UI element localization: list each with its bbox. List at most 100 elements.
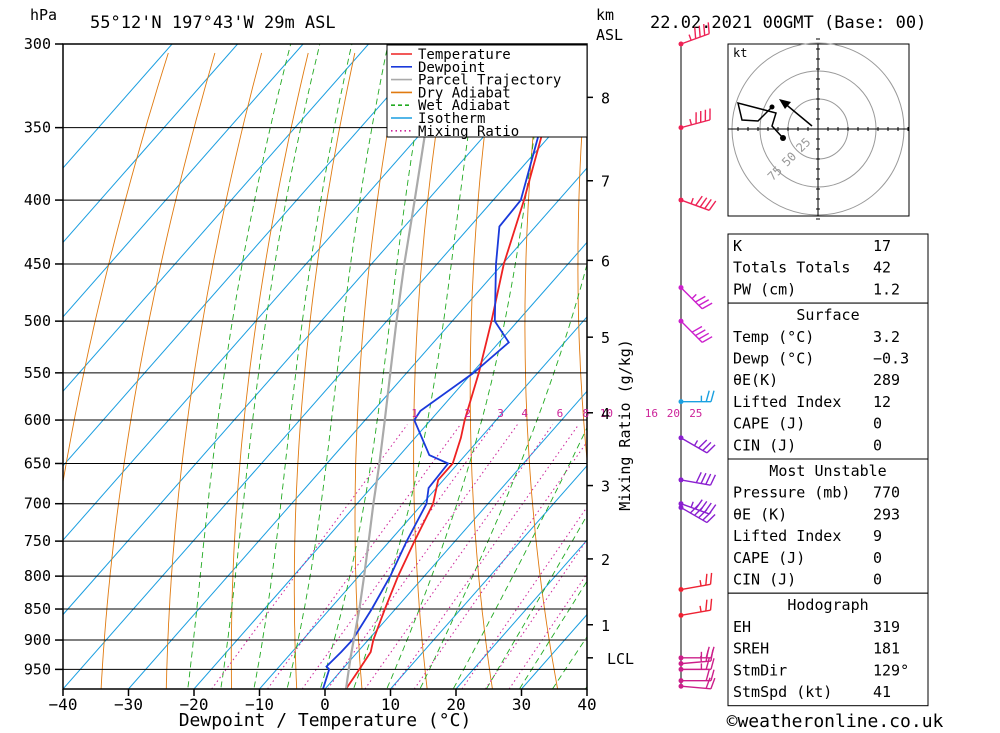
mixing-ratio-label: 3 [497,407,504,420]
index-value: 42 [873,259,891,277]
index-label: Lifted Index [733,527,841,545]
wind-barb-flag [701,336,713,343]
wind-barb-half [690,501,694,508]
dry-adiabat-line [63,52,169,485]
dry-adiabat-line [413,52,449,689]
mixing-ratio-label: 16 [645,407,658,420]
legend-entry: Dry Adiabat [418,85,511,101]
indices-block-title: Most Unstable [769,462,886,480]
index-label: Pressure (mb) [733,484,850,502]
wind-barb-flag [695,295,706,303]
wind-barb [678,472,717,486]
wind-barb-flag [704,198,712,210]
wind-barb [678,390,715,405]
dry-adiabat-line [230,52,309,689]
left-unit-label: hPa [30,6,57,24]
wet-adiabat-line [353,44,483,689]
mixing-ratio-label: 6 [557,407,564,420]
index-label: K [733,237,742,255]
dry-adiabat-line [577,59,587,464]
mixing-ratio-label: 8 [583,407,590,420]
hodograph-trace [736,101,784,139]
wind-barb-flag [694,506,704,516]
wind-barb-flag [710,390,715,402]
wind-barb-flag [702,511,712,521]
wind-barb-flag [695,195,703,206]
dry-adiabat-line [100,52,216,689]
wind-barb-half [691,293,697,300]
isotherm-line [63,44,369,393]
datetime-title: 22.02.2021 00GMT (Base: 00) [650,13,926,33]
wind-barb-flag [705,473,712,485]
indices-block [727,302,929,460]
x-tick-label: 0 [320,695,330,714]
km-tick-label: 5 [601,329,610,347]
wind-barb-flag [691,325,703,333]
indices-table: K 17 Totals Totals 42 PW (cm) 1.2 Surface Temp … [727,233,929,707]
wind-barb-staff [680,609,711,617]
wind-barb-flag [707,22,710,34]
wind-barbs [678,22,717,690]
wind-barb [678,108,711,131]
index-label: CIN (J) [733,571,796,589]
wind-barb-flag [705,677,711,689]
wind-barb-flag [695,329,706,337]
pressure-tick-label: 500 [24,312,51,330]
wind-barb-flag [699,197,708,208]
wind-barb [678,22,710,47]
wind-barb [678,504,716,524]
mixing-ratio-line [508,572,587,689]
x-tick-label: −30 [114,695,143,714]
wind-barb-half [689,118,693,126]
wet-adiabat-line [187,44,292,689]
wind-barb-staff [680,437,708,454]
index-value: 9 [873,527,882,545]
mixing-ratio-label: 20 [667,407,680,420]
wind-barb [678,658,715,672]
km-tick-label: 1 [601,617,610,635]
wind-barb-half [690,197,694,205]
wind-barb-flag [708,200,717,211]
pressure-tick-label: 950 [24,660,51,678]
dry-adiabat-line [165,52,263,689]
wind-barb-flag [694,27,697,39]
wind-barb [678,669,715,684]
wind-barb-flag [705,658,710,670]
pressure-tick-label: 550 [24,364,51,382]
wind-barb-half [699,579,702,587]
wind-barb-flag [710,669,715,681]
pressure-tick-label: 900 [24,631,51,649]
mixing-ratio-line [484,538,587,689]
wind-barb-staff [680,479,711,486]
indices-block [727,458,929,594]
index-label: Dewp (°C) [733,350,814,368]
mixing-ratio-label: 2 [464,407,471,420]
lcl-label: LCL [607,650,634,668]
indices-block-title: Hodograph [787,596,868,614]
wind-barb-half [700,655,703,662]
dry-adiabat-line [961,53,1000,689]
pressure-tick-label: 300 [24,35,51,53]
index-value: 181 [873,640,900,658]
dry-adiabat-line [293,52,356,689]
index-value: 129° [873,661,909,679]
wind-barb [678,318,713,343]
index-label: θE(K) [733,371,778,389]
index-value: 0 [873,415,882,433]
isotherm-line [193,241,587,689]
credit-footer: ©weatheronline.co.uk [727,711,944,732]
isotherm-line [63,44,238,244]
wind-barb [678,435,716,454]
hodograph-unit-label: kt [733,46,747,60]
wind-barb [678,285,713,310]
right-unit-top: km [596,6,614,24]
indices-block [727,592,929,707]
wind-barb [678,649,714,667]
km-tick-label: 6 [601,252,610,270]
wind-barb-flag [698,332,710,340]
wind-barb-staff [680,33,710,45]
index-value: 3.2 [873,328,900,346]
pressure-tick-label: 450 [24,255,51,273]
mixing-ratio-line [301,424,494,689]
pressure-tick-label: 650 [24,454,51,472]
